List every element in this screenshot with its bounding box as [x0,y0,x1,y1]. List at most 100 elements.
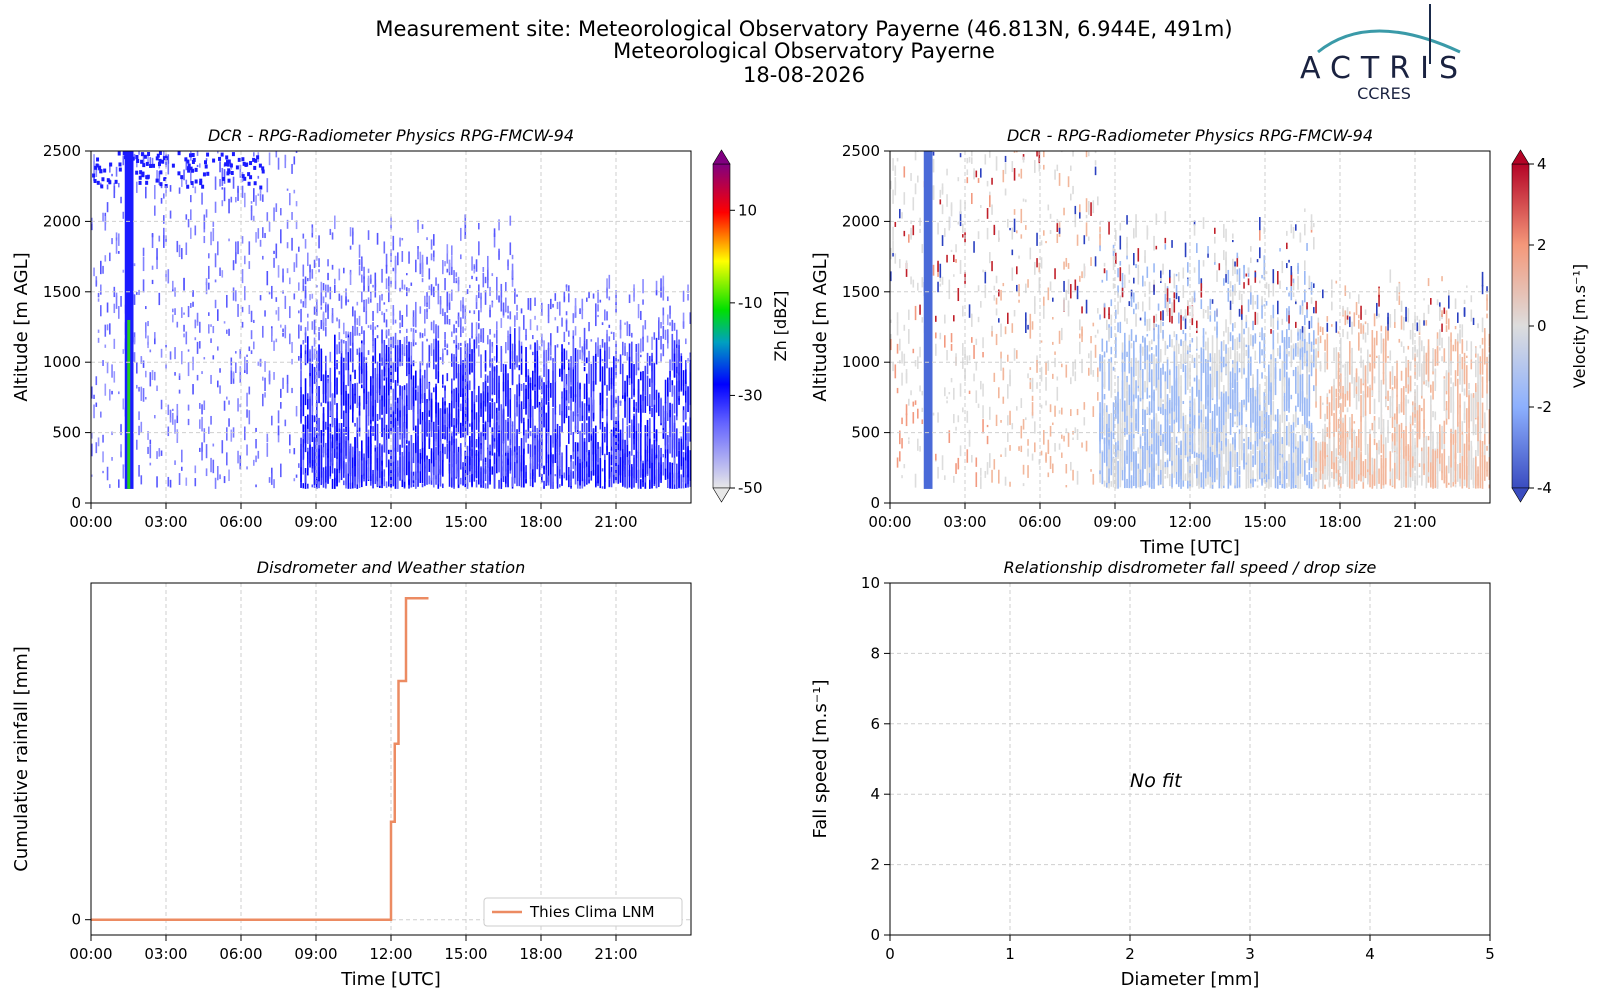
radar-texture [321,455,323,477]
radar-texture [178,151,181,155]
radar-texture [1102,339,1104,352]
radar-texture [647,353,649,374]
radar-texture [94,179,97,183]
radar-texture [1140,449,1142,467]
radar-texture [192,302,194,307]
radar-texture [107,303,109,313]
radar-texture [1122,362,1124,389]
radar-texture [258,176,260,179]
radar-texture [242,186,244,198]
radar-texture [350,444,352,474]
radar-texture [591,339,593,341]
radar-texture [971,455,973,463]
radar-texture [1138,388,1140,391]
radar-texture [201,442,203,452]
radar-texture [469,338,471,352]
radar-texture [1234,322,1236,328]
radar-texture [1194,398,1196,415]
radar-texture [534,342,536,367]
radar-texture [1196,336,1198,348]
radar-texture [186,243,188,255]
radar-texture [996,308,998,315]
radar-texture [568,475,570,487]
radar-texture [273,372,275,380]
radar-texture [98,338,100,343]
radar-texture [1156,215,1158,225]
radar-texture [1036,382,1038,389]
radar-texture [1266,301,1268,306]
radar-texture [1248,299,1250,311]
radar-texture [415,260,417,273]
radar-texture [1099,430,1101,442]
radar-texture [1223,278,1225,285]
radar-texture [399,417,401,434]
radar-texture [627,324,629,336]
radar-texture [1178,460,1180,482]
radar-texture [1075,359,1077,369]
radar-texture [433,387,435,392]
radar-texture [186,214,188,219]
radar-texture [451,290,453,301]
radar-texture [667,435,669,449]
radar-texture [96,157,99,161]
radar-texture [172,314,174,322]
radar-texture [357,417,359,432]
radar-texture [426,237,428,240]
radar-texture [895,181,897,195]
radar-texture [350,246,352,250]
radar-texture [1084,417,1086,425]
radar-texture [1012,267,1014,280]
radar-texture [1232,292,1234,304]
radar-texture [1142,369,1144,399]
radar-texture [586,358,588,364]
radar-texture [345,349,347,370]
radar-texture [372,285,374,288]
radar-texture [519,365,521,370]
radar-texture [1009,482,1011,487]
radar-texture [282,378,284,389]
radar-texture [1084,235,1086,244]
radar-texture [1048,287,1050,300]
radar-texture [901,418,903,424]
radar-texture [1162,322,1164,326]
radar-texture [548,401,550,433]
radar-texture [638,304,640,318]
radar-texture [246,409,248,417]
radar-texture [156,248,158,260]
radar-texture [1203,260,1205,266]
radar-texture [1237,452,1239,467]
radar-texture [377,325,379,327]
radar-texture [1093,406,1095,417]
radar-texture [676,381,678,416]
radar-texture [249,161,252,165]
radar-texture [435,475,437,484]
radar-texture [224,476,226,483]
radar-texture [1180,315,1182,330]
radar-texture [498,249,500,260]
radar-texture [453,354,455,358]
radar-texture [1194,267,1196,272]
radar-texture [521,409,523,423]
radar-texture [1196,243,1198,253]
radar-texture [1205,332,1207,335]
radar-texture [1153,354,1155,386]
radar-texture [109,389,111,400]
radar-texture [343,270,345,273]
radar-texture [431,343,433,356]
radar-texture [116,240,118,253]
radar-texture [1025,417,1027,420]
radar-texture [478,324,480,329]
radar-texture [629,425,631,438]
radar-texture [1124,333,1126,369]
radar-texture [1160,470,1162,482]
radar-texture [1266,444,1268,474]
radar-texture [681,439,683,466]
radar-texture [447,292,449,307]
radar-texture [1059,443,1061,449]
radar-texture [1158,325,1160,339]
radar-texture [1162,330,1164,339]
radar-texture [1167,359,1169,388]
radar-texture [687,446,689,477]
radar-texture [519,462,521,477]
radar-texture [672,334,674,363]
